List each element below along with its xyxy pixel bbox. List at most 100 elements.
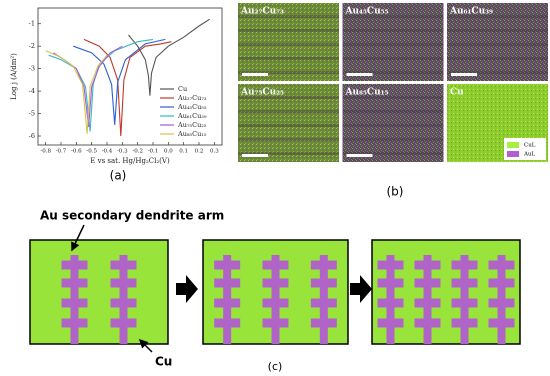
texture-band [238, 124, 339, 127]
texture-band [342, 15, 444, 18]
x-tick-label: -0.2 [132, 149, 143, 155]
texture-band [238, 29, 339, 32]
polarization-chart: -0.8 -0.7 -0.6 -0.5 -0.4 -0.3 -0.2 -0.1 0.0 0.1 0.… [10, 7, 223, 165]
texture-band [238, 152, 339, 155]
panel-label: (a) [110, 169, 127, 183]
tile-label: Au₈₅Cu₁₅ [345, 88, 389, 98]
x-tick-label: -0.1 [148, 149, 159, 155]
series-line [83, 38, 172, 137]
legend-label: CuL [524, 143, 536, 149]
annotation: Cu [155, 355, 172, 369]
arrow [350, 275, 372, 303]
legend-label: Au₈₅Cu₁₅ [177, 130, 207, 138]
y-tick-label: -5 [29, 110, 35, 118]
eds-tile [342, 3, 444, 81]
texture-band [447, 71, 548, 74]
x-tick-label: -0.5 [86, 149, 97, 155]
texture-band [342, 29, 444, 32]
texture-band [447, 29, 548, 32]
texture-band [342, 124, 444, 127]
legend-label: Cu [178, 85, 187, 93]
plot-frame [37, 7, 223, 146]
dendrite-stem [386, 255, 395, 344]
dendrite-diagram: Au secondary dendrite arm Cu [29, 209, 521, 369]
series-line [128, 18, 210, 96]
texture-band [342, 96, 444, 99]
series-line [45, 50, 108, 134]
legend-swatch [507, 151, 519, 157]
pointer [138, 338, 153, 353]
texture-band [238, 71, 339, 74]
x-tick-label: -0.4 [102, 149, 113, 155]
pointer [71, 224, 85, 252]
y-tick-label: -1 [29, 20, 35, 28]
legend-label: AuL [523, 152, 536, 158]
eds-maps: Au₂₇Cu₇₃ Au₄₅Cu₅₅ Au₆₁Cu₃₉ Au₇₅Cu₂₅ Au₈₅Cu₁₅… [238, 3, 548, 162]
tile-label: Cu [450, 88, 464, 98]
x-tick-label: -0.6 [71, 149, 82, 155]
texture-band [342, 43, 444, 46]
tile-label: Au₂₇Cu₇₃ [240, 7, 284, 17]
texture-band [238, 96, 339, 99]
eds-tile [238, 3, 339, 81]
scale-bar [346, 154, 373, 157]
texture-band [238, 57, 339, 60]
x-tick-label: -0.8 [40, 149, 51, 155]
eds-tile [238, 84, 339, 162]
dendrite-stem [460, 255, 469, 344]
legend-label: Au₇₅Cu₂₅ [177, 121, 207, 129]
x-tick-label: 0.1 [179, 149, 188, 155]
legend-label: Au₄₅Cu₅₅ [177, 103, 207, 111]
texture-band [342, 110, 444, 113]
y-tick-label: -3 [29, 65, 35, 73]
eds-tile [342, 84, 444, 162]
texture-band [238, 110, 339, 113]
x-tick-label: 0.2 [195, 149, 204, 155]
panel-label: (c) [268, 360, 283, 373]
x-tick-label: -0.3 [117, 149, 128, 155]
y-axis-label: Log j (A/dm²) [10, 53, 18, 100]
y-tick-label: -4 [29, 87, 35, 95]
texture-band [447, 15, 548, 18]
dendrite-stem [119, 255, 128, 344]
texture-band [342, 138, 444, 141]
legend-label: Au₆₁Cu₃₉ [177, 112, 207, 120]
dendrite-stem [271, 255, 280, 344]
dendrite-stem [497, 255, 506, 344]
y-tick-label: -2 [29, 42, 35, 50]
y-tick-label: -6 [29, 132, 35, 140]
texture-band [342, 152, 444, 155]
dendrite-stem [319, 255, 328, 344]
texture-band [238, 15, 339, 18]
texture-band [238, 138, 339, 141]
series-line [73, 38, 166, 125]
eds-tile [447, 3, 548, 81]
annotation: Au secondary dendrite arm [40, 209, 224, 223]
arrow [176, 275, 198, 303]
scale-bar [242, 154, 268, 157]
legend-swatch [507, 142, 519, 148]
x-axis-label: E vs sat. Hg/Hg₂Cl₂(V) [90, 157, 170, 165]
x-tick-label: 0.3 [210, 149, 219, 155]
dendrite-stem [423, 255, 432, 344]
texture-band [447, 57, 548, 60]
scale-bar [451, 73, 477, 76]
tile-label: Au₆₁Cu₃₉ [449, 7, 493, 17]
texture-band [342, 57, 444, 60]
texture-band [447, 43, 548, 46]
series-line [48, 38, 154, 132]
tile-label: Au₇₅Cu₂₅ [240, 88, 284, 98]
legend-label: Au₂₇Cu₇₃ [177, 94, 207, 102]
dendrite-stem [70, 255, 79, 344]
scale-bar [242, 73, 268, 76]
cu-matrix [29, 239, 169, 345]
tile-label: Au₄₅Cu₅₅ [345, 7, 389, 17]
scale-bar [346, 73, 373, 76]
texture-band [342, 71, 444, 74]
panel-label: (b) [387, 185, 404, 199]
dendrite-stem [223, 255, 232, 344]
texture-band [238, 43, 339, 46]
x-tick-label: 0.0 [164, 149, 173, 155]
x-tick-label: -0.7 [56, 149, 67, 155]
